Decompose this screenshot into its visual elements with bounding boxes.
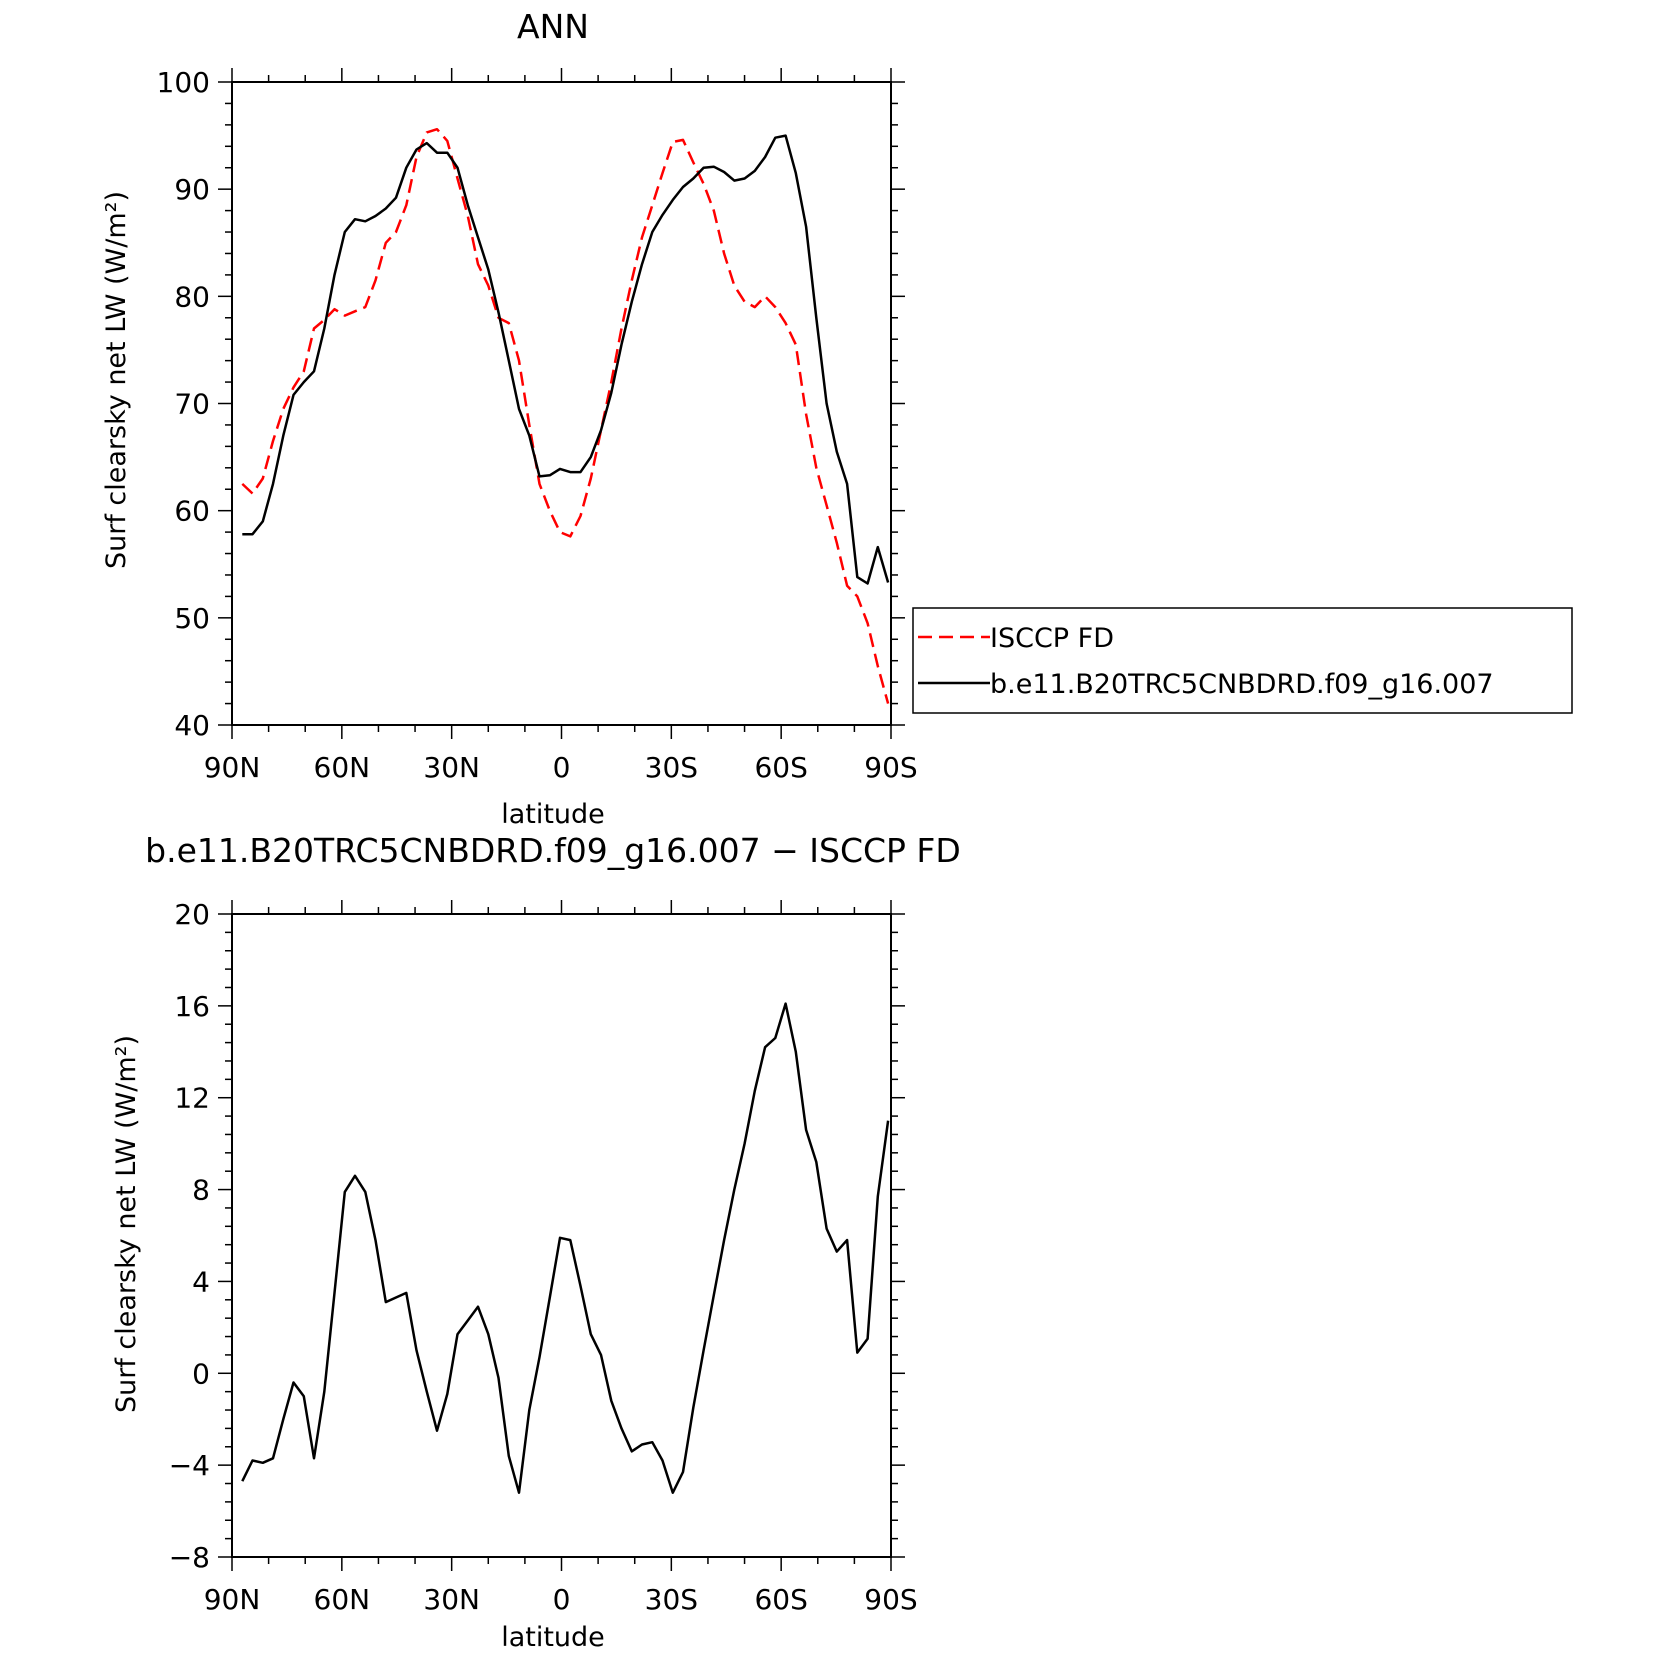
legend-box bbox=[912, 607, 1573, 714]
bottom-y-tick-label: 8 bbox=[192, 1174, 210, 1207]
bottom-plot-area: −8 −4 0 4 8 12 16 20 90N 60N 30N 0 30S 60S 90S bbox=[169, 898, 918, 1616]
bottom-y-axis-title: Surf clearsky net LW (W/m²) bbox=[111, 1035, 142, 1413]
top-panel: ANN Surf clearsky net LW (W/m²) latitude… bbox=[101, 7, 1573, 830]
top-panel-title: ANN bbox=[517, 7, 589, 46]
top-x-tick-label: 0 bbox=[553, 751, 571, 784]
bottom-x-axis-title: latitude bbox=[501, 1622, 605, 1653]
top-isccp-fd-line bbox=[241, 127, 890, 704]
top-x-tick-label: 60S bbox=[754, 751, 807, 784]
top-y-tick-label: 60 bbox=[174, 495, 210, 528]
bottom-y-tick-label: 12 bbox=[174, 1082, 210, 1115]
bottom-x-tick-label: 0 bbox=[553, 1583, 571, 1616]
top-x-tick-label: 30N bbox=[423, 751, 480, 784]
top-x-tick-label: 90S bbox=[864, 751, 917, 784]
top-plot-area: 40 50 60 70 80 90 100 90N 60N 30N 0 30S 60S 90S bbox=[157, 66, 918, 784]
top-y-axis-title: Surf clearsky net LW (W/m²) bbox=[101, 191, 132, 569]
bottom-y-tick-label: 4 bbox=[192, 1265, 210, 1298]
bottom-x-tick-label: 30S bbox=[645, 1583, 698, 1616]
bottom-difference-line bbox=[241, 1002, 890, 1494]
legend: ISCCP FD b.e11.B20TRC5CNBDRD.f09_g16.007 bbox=[912, 607, 1573, 714]
bottom-panel-title: b.e11.B20TRC5CNBDRD.f09_g16.007 − ISCCP … bbox=[145, 831, 961, 870]
top-y-tick-label: 80 bbox=[174, 280, 210, 313]
bottom-x-tick-label: 60S bbox=[754, 1583, 807, 1616]
bottom-x-tick-label: 30N bbox=[423, 1583, 480, 1616]
bottom-panel: b.e11.B20TRC5CNBDRD.f09_g16.007 − ISCCP … bbox=[111, 831, 961, 1653]
top-x-tick-label: 30S bbox=[645, 751, 698, 784]
legend-label-model: b.e11.B20TRC5CNBDRD.f09_g16.007 bbox=[990, 669, 1494, 700]
bottom-x-tick-label: 90S bbox=[864, 1583, 917, 1616]
top-x-tick-label: 60N bbox=[314, 751, 371, 784]
bottom-y-tick-label: −8 bbox=[169, 1541, 210, 1574]
legend-label-isccp: ISCCP FD bbox=[990, 623, 1114, 654]
top-y-tick-label: 90 bbox=[174, 173, 210, 206]
bottom-y-tick-label: 16 bbox=[174, 990, 210, 1023]
bottom-y-tick-label: 0 bbox=[192, 1357, 210, 1390]
top-y-tick-label: 50 bbox=[174, 602, 210, 635]
top-y-tick-label: 40 bbox=[174, 709, 210, 742]
top-x-tick-label: 90N bbox=[204, 751, 261, 784]
bottom-x-tick-label: 60N bbox=[314, 1583, 371, 1616]
top-x-axis-title: latitude bbox=[501, 799, 605, 830]
top-y-tick-label: 100 bbox=[157, 66, 210, 99]
bottom-y-tick-label: −4 bbox=[169, 1449, 210, 1482]
bottom-x-tick-label: 90N bbox=[204, 1583, 261, 1616]
bottom-y-tick-label: 20 bbox=[174, 898, 210, 931]
top-model-line bbox=[242, 134, 890, 585]
top-y-tick-label: 70 bbox=[174, 388, 210, 421]
